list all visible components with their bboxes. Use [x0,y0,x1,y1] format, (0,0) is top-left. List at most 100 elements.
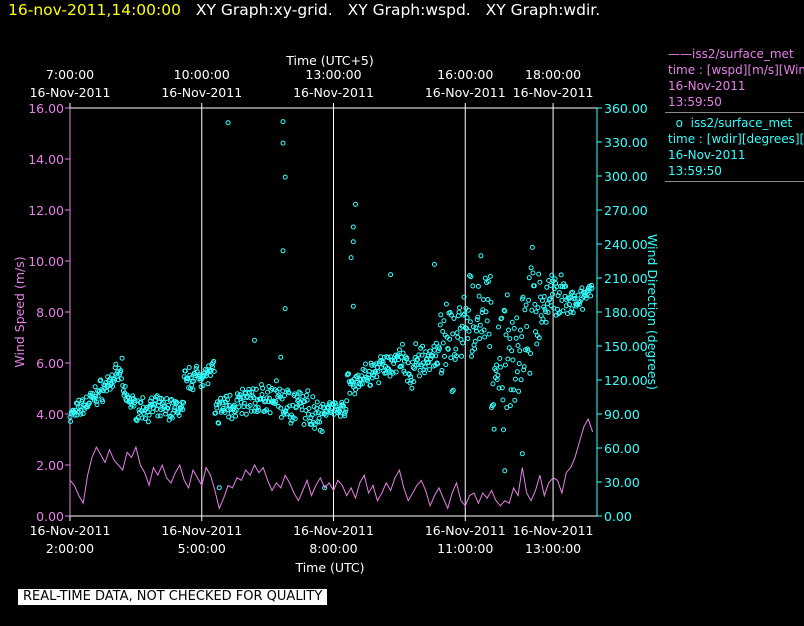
wind-direction-point [288,420,294,426]
wind-direction-point [501,427,506,433]
wind-direction-point [304,397,310,403]
wind-direction-point [319,411,325,417]
wind-direction-point [515,343,521,348]
wind-direction-point [314,405,320,411]
wind-direction-point [518,377,524,383]
wind-direction-point [474,328,479,334]
wind-direction-point [470,324,476,330]
wind-direction-point [451,316,457,321]
wind-direction-point [460,312,466,318]
wind-direction-point [294,404,299,410]
right-tick-label: 240.00 [604,237,648,252]
wind-direction-point [497,356,503,361]
wind-direction-point [258,396,264,402]
wind-direction-point [477,336,483,342]
wind-direction-point [560,284,565,290]
wind-direction-point [312,425,318,431]
wind-direction-point [443,301,449,307]
wind-direction-point [256,407,262,413]
wind-direction-point [278,405,284,411]
wind-direction-point [466,328,472,334]
right-tick-label: 120.00 [604,373,648,388]
quality-warning-banner: REAL-TIME DATA, NOT CHECKED FOR QUALITY [18,589,328,605]
wind-direction-point [165,405,171,411]
wind-direction-point [579,285,585,291]
wind-direction-point [536,271,542,277]
wind-direction-point [146,412,152,418]
wind-direction-point [462,311,468,317]
wind-direction-point [566,302,572,307]
wind-direction-point [344,398,350,404]
wind-direction-point [442,353,447,359]
wind-direction-point [433,353,439,359]
wind-direction-point [376,380,382,386]
wind-direction-point [491,402,496,408]
wind-direction-point [385,355,391,360]
legend-entry-wdir[interactable]: o iss2/surface_met time : [wdir][degrees… [665,113,804,182]
wind-direction-point [413,341,419,347]
wind-direction-point [317,419,323,425]
right-tick-label: 60.00 [604,441,640,456]
wind-direction-point [130,393,136,399]
wind-direction-point [497,364,503,370]
wind-direction-point [100,399,106,405]
wind-direction-point [491,426,497,432]
wind-direction-point [282,393,288,398]
graph-name-wdir[interactable]: XY Graph:wdir. [485,1,601,19]
wind-direction-point [454,353,459,359]
wind-direction-point [546,278,552,283]
wind-direction-point [350,382,356,388]
wind-direction-point [404,355,410,361]
wind-direction-point [522,307,528,313]
wind-direction-point [441,318,447,324]
graph-name-wspd[interactable]: XY Graph:wspd. [347,1,471,19]
wind-direction-point [359,381,365,387]
wind-direction-point [343,406,349,412]
graph-name-xy-grid[interactable]: XY Graph:xy-grid. [195,1,333,19]
wind-direction-point [517,348,523,354]
wind-direction-point [415,362,421,368]
wind-direction-point [231,402,237,408]
wind-direction-point [550,291,555,297]
wind-direction-point [410,359,416,365]
wind-direction-point [488,299,494,305]
wind-direction-point [506,345,512,351]
wind-direction-point [486,279,491,284]
wind-direction-point [487,273,493,279]
wind-direction-point [495,372,501,378]
wind-direction-point [94,402,100,408]
wind-direction-point [319,429,325,435]
wind-direction-point [353,201,358,207]
bottom-axis-label: Time (UTC) [294,560,364,575]
wind-direction-point [487,344,493,349]
wind-direction-point [118,368,124,374]
top-tick-time: 16:00:00 [437,67,493,82]
left-tick-label: 2.00 [36,458,64,473]
wind-direction-point [465,336,471,341]
wind-direction-point [555,306,560,312]
legend-entry-wspd[interactable]: ——iss2/surface_met time : [wspd][m/s][Wi… [665,44,804,113]
wind-direction-point [448,312,454,318]
wind-direction-point [174,399,180,405]
wind-direction-point [468,274,474,280]
wind-direction-point [181,400,187,406]
wind-direction-point [260,385,266,391]
wind-direction-point [459,353,464,359]
wind-direction-point [145,419,151,425]
wind-direction-point [505,356,511,362]
wind-direction-point [301,422,307,427]
right-tick-label: 300.00 [604,169,648,184]
wind-direction-point [422,370,427,376]
wind-direction-point [377,359,383,364]
wind-direction-point [570,289,575,295]
wind-direction-point [280,140,286,146]
wind-direction-point [366,372,372,378]
wind-direction-point [352,391,358,397]
wind-direction-point [95,393,101,399]
wind-direction-point [544,284,550,290]
wind-direction-point [375,369,381,374]
wind-direction-point [589,286,595,291]
bottom-tick-time: 13:00:00 [525,541,581,556]
wind-direction-point [247,403,253,408]
